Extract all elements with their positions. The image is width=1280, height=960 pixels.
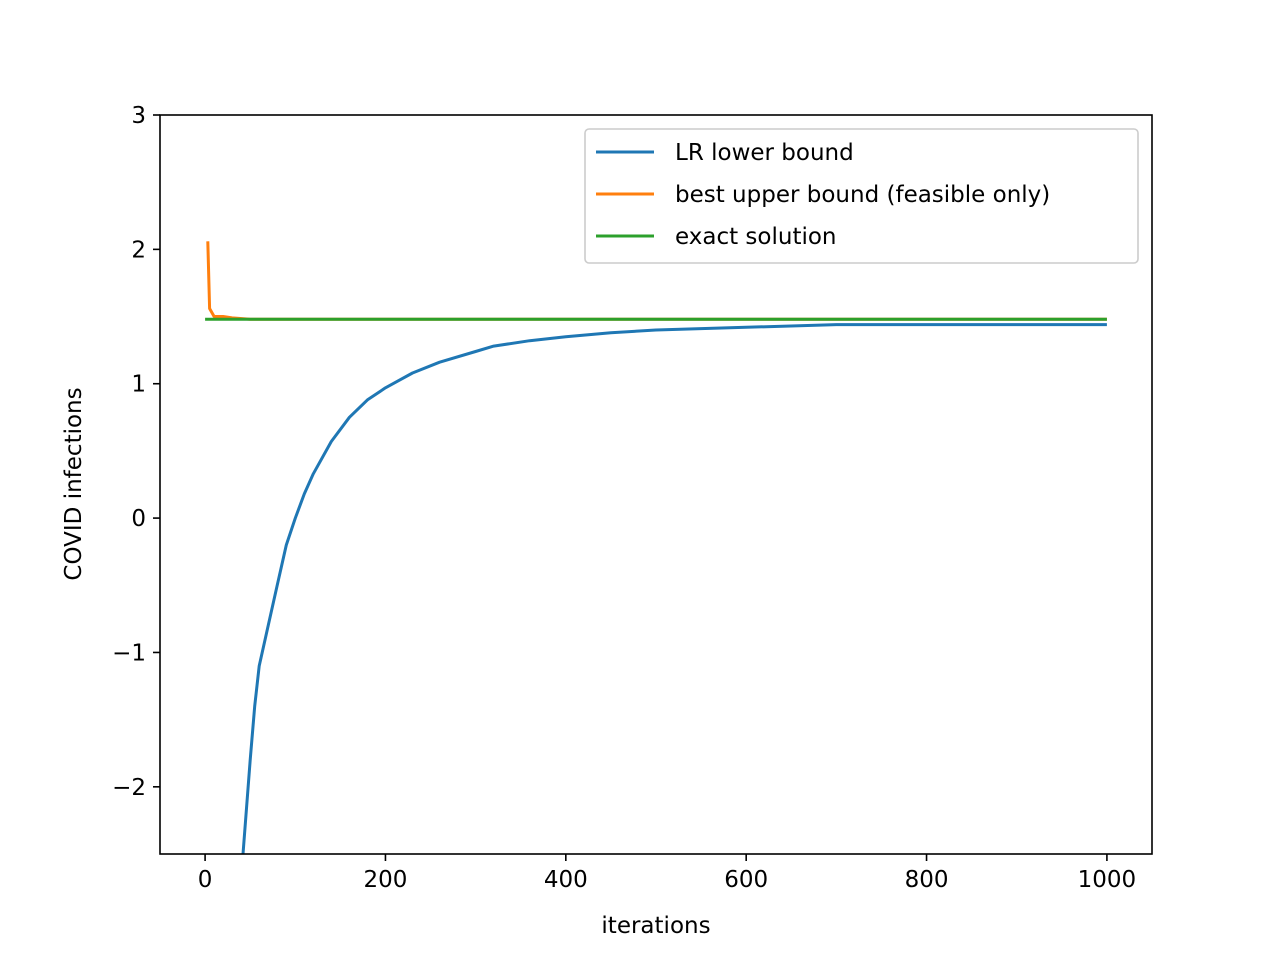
x-tick-label: 0: [198, 867, 213, 893]
x-tick-label: 600: [724, 867, 768, 893]
y-tick-label: 1: [131, 372, 146, 398]
y-tick-label: 2: [131, 237, 146, 263]
y-tick-label: 3: [131, 103, 146, 129]
x-tick-label: 400: [544, 867, 588, 893]
plot-frame: [159, 114, 1153, 855]
legend-label-2: best upper bound (feasible only): [675, 182, 1050, 208]
legend: LR lower bound best upper bound (feasible…: [584, 128, 1139, 264]
y-tick-label: 0: [131, 506, 146, 532]
x-axis: 0 200 400 600 800 1000: [198, 854, 1136, 893]
x-tick-label: 1000: [1078, 867, 1137, 893]
legend-label-3: exact solution: [675, 224, 837, 250]
series-line-1: [241, 323, 1107, 854]
legend-label-1: LR lower bound: [675, 140, 854, 166]
x-axis-label: iterations: [601, 913, 710, 939]
y-tick-label: −1: [112, 640, 146, 666]
y-axis-label: COVID infections: [61, 387, 87, 580]
y-tick-label: −2: [112, 775, 146, 801]
y-axis: −2 −1 0 1 2 3: [112, 103, 160, 801]
x-tick-label: 800: [905, 867, 949, 893]
legend-box: [584, 128, 1139, 264]
series-lines: [205, 241, 1107, 854]
x-tick-label: 200: [364, 867, 408, 893]
